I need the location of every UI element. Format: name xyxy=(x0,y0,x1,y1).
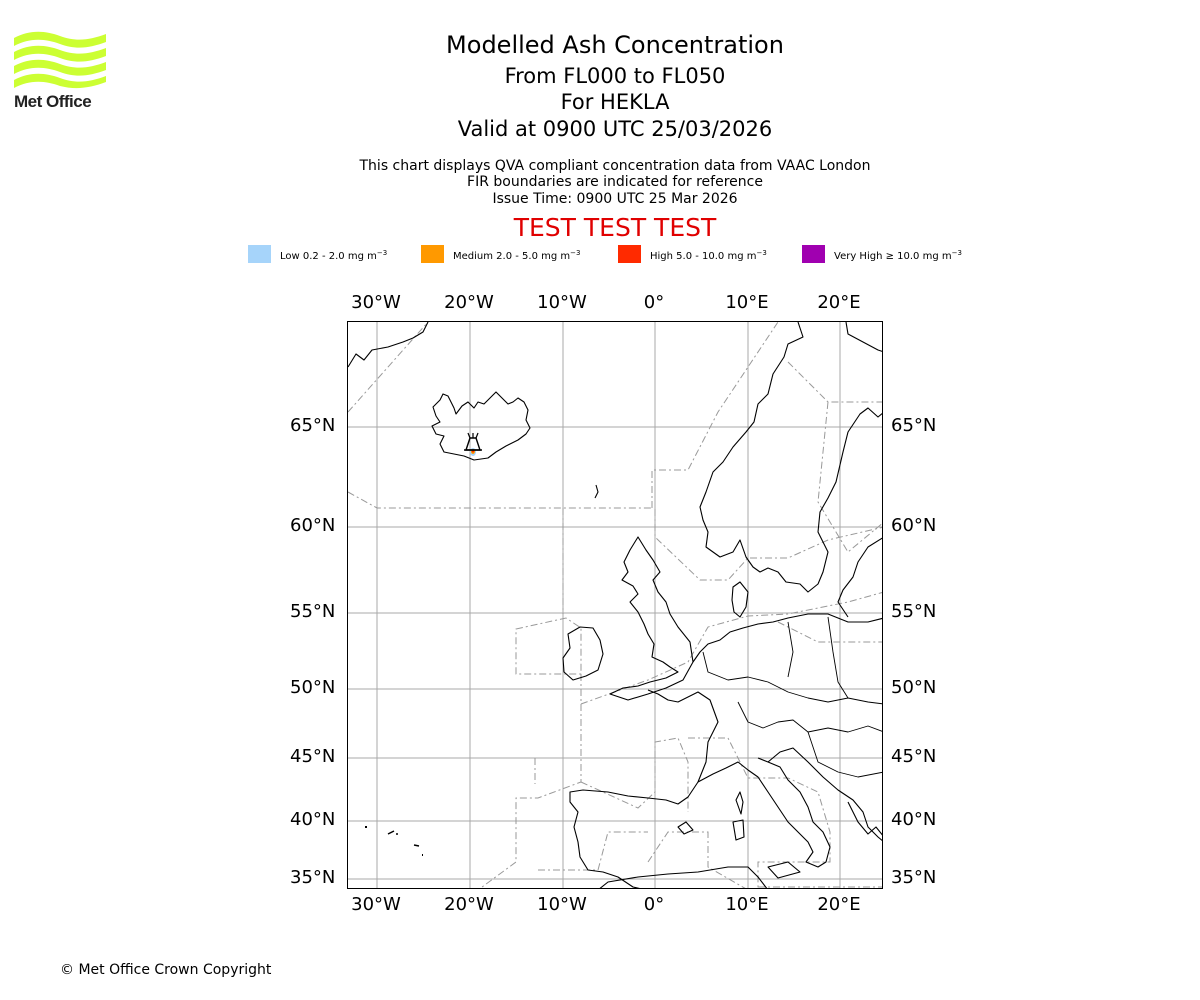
lat-tick-left: 45°N xyxy=(290,746,336,767)
description-line: This chart displays QVA compliant concen… xyxy=(359,158,871,174)
legend-label-medium: Medium 2.0 - 5.0 mg m−3 xyxy=(453,249,581,262)
met-office-wave-logo-icon xyxy=(14,31,106,89)
lat-tick-right: 60°N xyxy=(891,515,937,536)
lat-tick-left: 50°N xyxy=(290,677,336,698)
coastlines xyxy=(348,322,882,888)
lon-tick-top: 10°W xyxy=(537,292,587,313)
legend-swatch-low xyxy=(248,245,271,263)
lat-tick-right: 50°N xyxy=(891,677,937,698)
lat-tick-right: 45°N xyxy=(891,746,937,767)
legend-label-high: High 5.0 - 10.0 mg m−3 xyxy=(650,249,767,262)
valid-time: Valid at 0900 UTC 25/03/2026 xyxy=(457,117,773,141)
test-banner: TEST TEST TEST xyxy=(513,213,717,242)
volcano-icon xyxy=(464,432,482,456)
graticule xyxy=(348,322,882,888)
chart-title: Modelled Ash Concentration xyxy=(446,31,784,59)
lat-tick-left: 65°N xyxy=(290,415,336,436)
legend-label-very-high: Very High ≥ 10.0 mg m−3 xyxy=(834,249,962,262)
legend-label-low: Low 0.2 - 2.0 mg m−3 xyxy=(280,249,388,262)
lon-tick-top: 10°E xyxy=(725,292,769,313)
legend-swatch-high xyxy=(618,245,641,263)
lat-tick-right: 55°N xyxy=(891,601,937,622)
lon-tick-bottom: 10°W xyxy=(537,894,587,915)
lon-tick-bottom: 0° xyxy=(643,894,665,915)
lat-tick-right: 40°N xyxy=(891,809,937,830)
logo-text: Met Office xyxy=(14,92,92,111)
lon-tick-bottom: 20°W xyxy=(444,894,494,915)
fir-note: FIR boundaries are indicated for referen… xyxy=(467,174,763,190)
lat-tick-left: 60°N xyxy=(290,515,336,536)
volcano-name: For HEKLA xyxy=(560,90,670,114)
lon-tick-top: 0° xyxy=(643,292,665,313)
ash-concentration-map xyxy=(347,321,883,889)
lat-tick-left: 40°N xyxy=(290,809,336,830)
lon-tick-top: 20°E xyxy=(817,292,861,313)
legend-swatch-medium xyxy=(421,245,444,263)
lon-tick-bottom: 10°E xyxy=(725,894,769,915)
issue-time: Issue Time: 0900 UTC 25 Mar 2026 xyxy=(492,191,738,207)
met-office-logo: Met Office xyxy=(14,30,106,112)
fir-boundaries xyxy=(348,322,882,888)
lon-tick-top: 20°W xyxy=(444,292,494,313)
level-range: From FL000 to FL050 xyxy=(504,64,726,88)
lon-tick-bottom: 30°W xyxy=(351,894,401,915)
lon-tick-bottom: 20°E xyxy=(817,894,861,915)
lat-tick-left: 55°N xyxy=(290,601,336,622)
legend-swatch-very-high xyxy=(802,245,825,263)
copyright-notice: © Met Office Crown Copyright xyxy=(60,962,272,978)
lat-tick-right: 35°N xyxy=(891,867,937,888)
lat-tick-left: 35°N xyxy=(290,867,336,888)
map-canvas xyxy=(348,322,882,888)
lon-tick-top: 30°W xyxy=(351,292,401,313)
lat-tick-right: 65°N xyxy=(891,415,937,436)
